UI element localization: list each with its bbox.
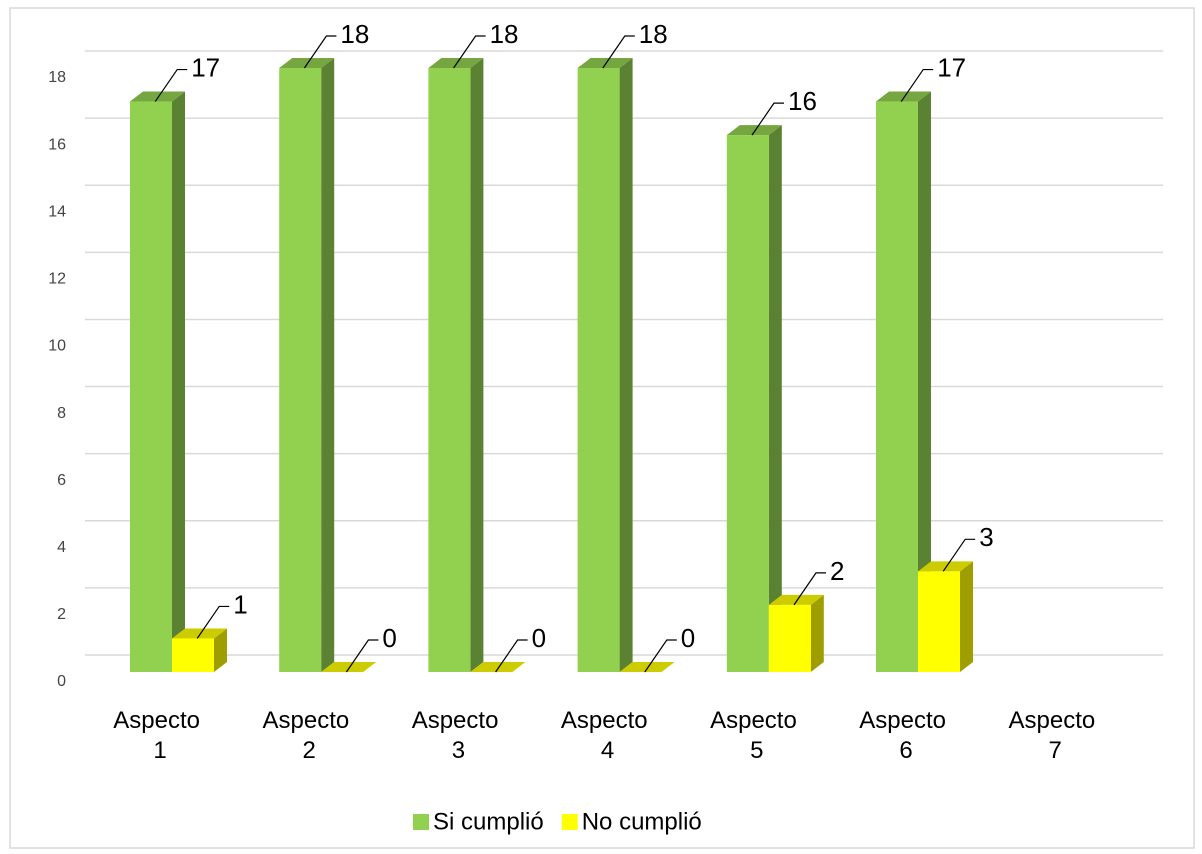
bar-top xyxy=(279,58,335,68)
bar-top xyxy=(768,594,824,605)
data-label: 17 xyxy=(937,52,966,82)
y-tick-label: 8 xyxy=(57,405,66,422)
bar-side xyxy=(619,58,633,672)
y-tick-label: 2 xyxy=(57,606,66,623)
y-tick-label: 6 xyxy=(57,472,66,489)
bar-top xyxy=(876,91,931,102)
y-tick-label: 14 xyxy=(48,203,66,220)
x-tick-label: Aspecto 7 xyxy=(1009,707,1102,764)
bar xyxy=(726,135,769,673)
x-tick-label: Aspecto 4 xyxy=(561,707,654,764)
x-tick-label: Aspecto 6 xyxy=(859,707,952,764)
leader-line xyxy=(942,538,976,572)
leader-line xyxy=(196,605,230,639)
leader-line xyxy=(602,35,635,69)
data-label: 0 xyxy=(681,623,695,653)
bar-top xyxy=(619,662,675,672)
bar xyxy=(918,571,960,672)
bar-top xyxy=(470,662,526,672)
leader-line xyxy=(900,68,934,102)
leader-line xyxy=(644,639,677,673)
bar xyxy=(130,101,172,673)
leader-line xyxy=(793,572,826,606)
x-tick-label: Aspecto 5 xyxy=(710,707,803,764)
bar-side xyxy=(960,561,973,672)
bar-top xyxy=(428,58,484,68)
data-label: 1 xyxy=(233,589,247,619)
data-label: 3 xyxy=(979,522,993,552)
y-tick-label: 10 xyxy=(48,338,66,355)
bar-side xyxy=(470,58,484,672)
data-label: 16 xyxy=(788,86,817,116)
y-tick-label: 18 xyxy=(48,69,66,86)
leader-line xyxy=(495,639,528,673)
bar-side xyxy=(172,91,185,673)
bar-top xyxy=(577,58,633,68)
bar-top xyxy=(130,91,185,102)
bar-side xyxy=(214,628,227,672)
bar-top xyxy=(726,125,782,136)
legend-label: No cumplió xyxy=(582,808,702,835)
x-tick-label: Aspecto 3 xyxy=(412,707,505,764)
bar xyxy=(876,101,918,673)
leader-line xyxy=(453,35,486,69)
data-label: 0 xyxy=(532,623,546,653)
legend-swatch xyxy=(561,814,578,830)
bar xyxy=(768,604,811,672)
data-label: 0 xyxy=(382,623,396,653)
bar xyxy=(279,68,322,672)
y-tick-label: 12 xyxy=(48,271,66,288)
bar-side xyxy=(768,125,782,673)
leader-line xyxy=(345,639,379,673)
data-label: 18 xyxy=(340,19,369,49)
data-label: 17 xyxy=(191,52,220,82)
bar-top xyxy=(172,628,227,639)
x-tick-label: Aspecto 2 xyxy=(263,707,356,764)
data-label: 18 xyxy=(639,19,668,49)
y-tick-label: 4 xyxy=(57,539,66,556)
y-tick-label: 16 xyxy=(48,136,66,153)
bar-top xyxy=(918,561,973,572)
leader-line xyxy=(154,68,188,102)
bar xyxy=(172,638,214,672)
y-tick-label: 0 xyxy=(57,673,66,690)
leader-line xyxy=(303,35,337,69)
legend-label: Si cumplió xyxy=(433,808,544,835)
data-label: 18 xyxy=(490,19,519,49)
x-tick-label: Aspecto 1 xyxy=(113,707,206,764)
legend-swatch xyxy=(413,814,429,830)
bar xyxy=(428,68,471,672)
bar xyxy=(577,68,620,672)
data-label: 2 xyxy=(830,556,844,586)
bar-side xyxy=(918,91,931,673)
leader-line xyxy=(751,102,784,136)
bar-side xyxy=(321,58,335,672)
bar-top xyxy=(321,662,377,672)
bar-side xyxy=(810,594,824,672)
